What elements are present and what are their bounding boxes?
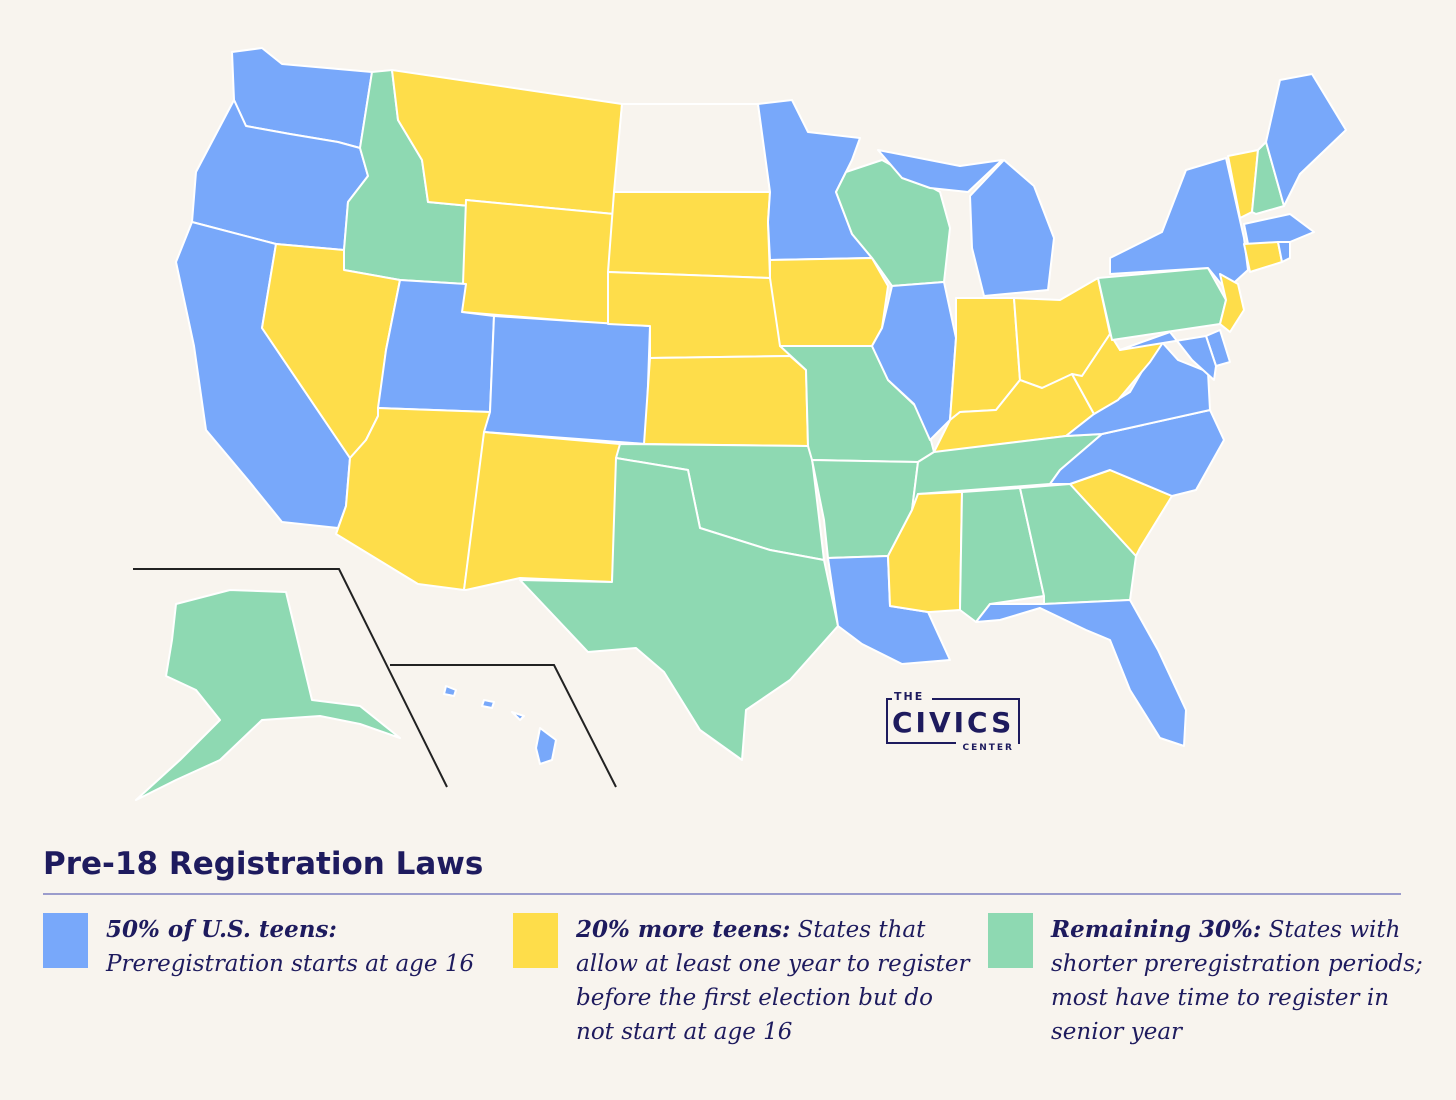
- state-me: [1265, 73, 1347, 207]
- state-il: [871, 281, 957, 441]
- legend-swatch-blue: [43, 913, 88, 968]
- state-ia: [769, 257, 889, 347]
- state-md: [1119, 331, 1217, 381]
- legend-desc-one-year: States that allow at least one year to r…: [576, 917, 970, 1045]
- legend-swatch-yellow: [513, 913, 558, 968]
- state-sd: [607, 191, 771, 279]
- legend-text-age-16: 50% of U.S. teens: Preregistration start…: [106, 913, 506, 981]
- state-nd: [613, 103, 771, 193]
- legend-bold-remaining: Remaining 30%:: [1051, 916, 1262, 943]
- legend-swatch-green: [988, 913, 1033, 968]
- state-nm: [463, 431, 621, 591]
- state-hi: [443, 685, 557, 765]
- state-fl: [975, 599, 1187, 747]
- legend-desc-age-16: Preregistration starts at age 16: [106, 951, 475, 977]
- civics-center-logo: THE CIVICS CENTER: [886, 690, 1020, 753]
- state-ma: [1243, 213, 1315, 245]
- legend-bold-age-16: 50% of U.S. teens:: [106, 916, 337, 943]
- state-ct: [1243, 241, 1283, 273]
- state-nj: [1219, 273, 1245, 333]
- state-ri: [1277, 241, 1291, 263]
- state-tx: [519, 457, 839, 761]
- state-co: [483, 315, 651, 445]
- state-wy: [461, 199, 615, 325]
- us-state-map: THE CIVICS CENTER: [133, 47, 1347, 801]
- state-ny: [1109, 157, 1249, 291]
- legend-desc-remaining: States with shorter preregistration peri…: [1051, 917, 1423, 1045]
- hawaii-frame-line: [390, 664, 617, 788]
- legend-text-one-year: 20% more teens: States that allow at lea…: [576, 913, 976, 1049]
- legend-bold-one-year: 20% more teens:: [576, 916, 791, 943]
- state-ks: [643, 355, 809, 447]
- legend-divider: [43, 893, 1401, 895]
- state-mt: [391, 69, 623, 215]
- logo-text-main: CIVICS: [892, 706, 1015, 739]
- state-nc: [1049, 409, 1225, 497]
- state-ak: [135, 589, 401, 801]
- logo-text-top: THE: [894, 690, 925, 703]
- legend-title: Pre-18 Registration Laws: [43, 846, 484, 882]
- state-nh: [1251, 141, 1285, 215]
- map-svg: [133, 47, 1347, 801]
- state-pa: [1097, 267, 1227, 341]
- state-mi: [877, 149, 1055, 297]
- alaska-frame-line: [133, 568, 448, 788]
- logo-text-bottom: CENTER: [962, 743, 1014, 753]
- legend-text-remaining: Remaining 30%: States with shorter prere…: [1051, 913, 1441, 1049]
